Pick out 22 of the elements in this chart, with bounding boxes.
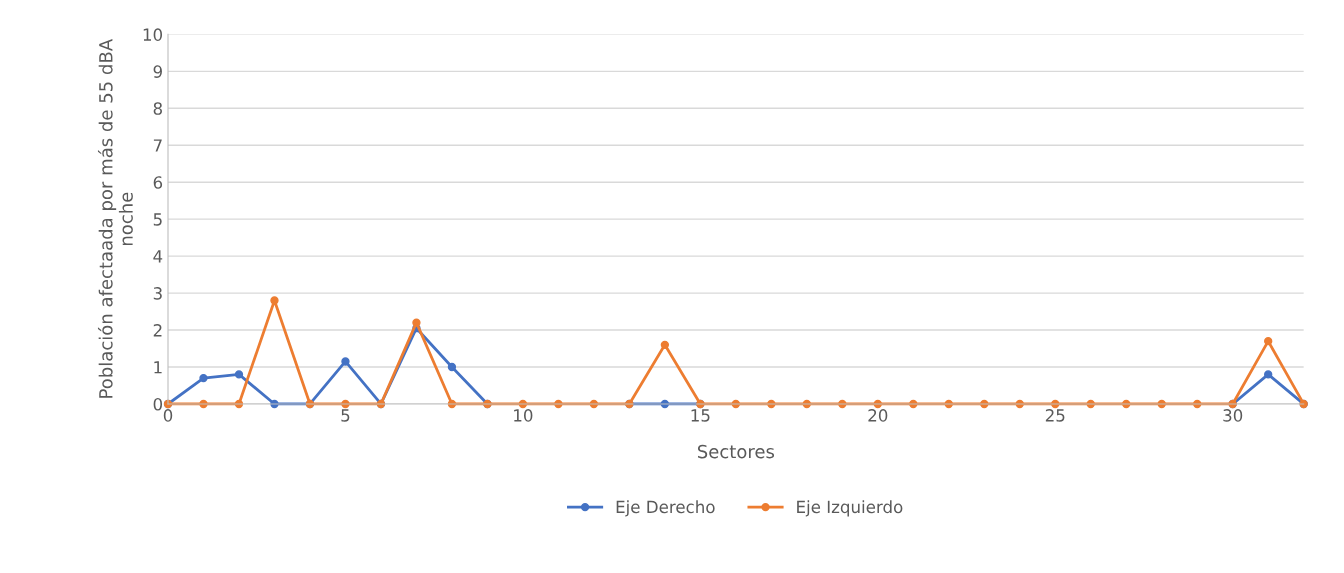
y-tick-label: 2 xyxy=(153,324,162,337)
y-axis-title: Población afectaada por más de 55 dBA noche xyxy=(97,39,133,398)
x-axis-title: Sectores xyxy=(697,444,775,459)
y-tick-label: 3 xyxy=(153,287,162,300)
legend-label: Eje Derecho xyxy=(616,500,715,517)
x-tick-label: 0 xyxy=(163,409,173,422)
x-tick-label: 20 xyxy=(868,409,888,422)
x-tick-label: 15 xyxy=(691,409,710,422)
x-tick-label: 5 xyxy=(341,409,350,422)
y-tick-label: 0 xyxy=(153,397,163,411)
y-tick-label: 9 xyxy=(153,65,162,78)
y-tick-label: 8 xyxy=(153,102,162,115)
legend-label: Eje Izquierdo xyxy=(797,500,903,517)
y-tick-label: 7 xyxy=(153,139,162,152)
x-tick-label: 25 xyxy=(1045,409,1065,422)
y-tick-label: 5 xyxy=(153,213,162,226)
x-tick-label: 10 xyxy=(514,409,533,422)
x-tick-label: 30 xyxy=(1223,409,1243,422)
y-tick-label: 1 xyxy=(154,361,162,374)
y-tick-label: 10 xyxy=(143,28,163,41)
y-tick-label: 4 xyxy=(153,250,163,263)
y-tick-label: 6 xyxy=(153,176,163,189)
